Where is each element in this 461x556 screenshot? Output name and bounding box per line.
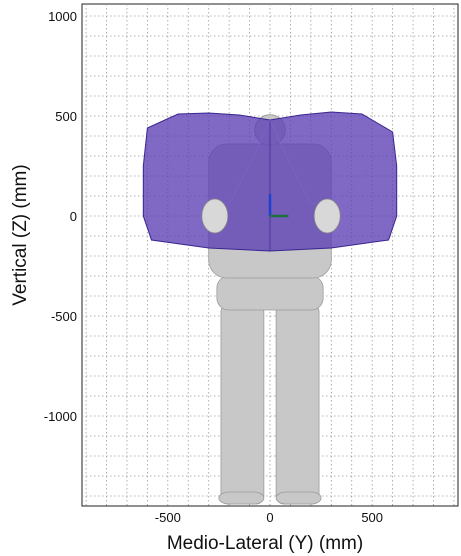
envelope-fold-left bbox=[155, 119, 271, 205]
right-hand bbox=[313, 198, 341, 234]
right-leg bbox=[275, 303, 320, 505]
x-tick-label: 500 bbox=[361, 510, 383, 525]
right-foot bbox=[275, 491, 322, 505]
tick-labels: -500 0 500 1000 500 0 -500 -1000 bbox=[44, 9, 383, 525]
x-tick-label: -500 bbox=[155, 510, 181, 525]
y-axis-label: Vertical (Z) (mm) bbox=[10, 164, 31, 305]
left-leg bbox=[220, 303, 265, 505]
left-foot bbox=[218, 491, 265, 505]
reach-envelope-layer bbox=[142, 111, 398, 252]
left-hand bbox=[201, 198, 229, 234]
y-tick-label: -500 bbox=[51, 309, 77, 324]
y-tick-label: -1000 bbox=[44, 409, 77, 424]
y-tick-label: 1000 bbox=[48, 9, 77, 24]
x-tick-label: 0 bbox=[266, 510, 273, 525]
envelope-fold-right bbox=[269, 119, 385, 205]
pelvis bbox=[216, 275, 324, 311]
x-axis-label: Medio-Lateral (Y) (mm) bbox=[167, 533, 363, 554]
y-tick-label: 0 bbox=[70, 209, 77, 224]
y-tick-label: 500 bbox=[55, 109, 77, 124]
axis-markers bbox=[268, 194, 289, 218]
